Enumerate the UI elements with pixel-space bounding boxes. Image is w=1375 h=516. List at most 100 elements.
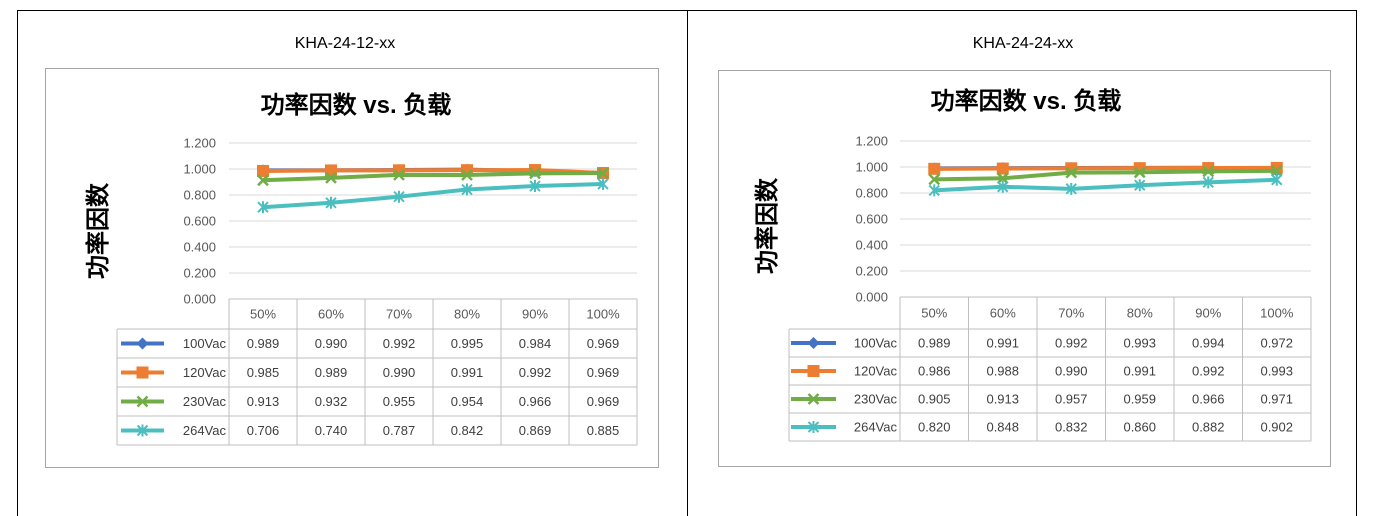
data-table-cell: 0.954 <box>451 394 484 409</box>
y-tick-label: 0.200 <box>855 264 888 279</box>
data-table-cell: 0.992 <box>1055 336 1088 351</box>
data-point-264vac-50pct <box>257 201 269 214</box>
data-table-cell: 0.842 <box>451 423 484 438</box>
legend-key-marker-100vac <box>807 337 820 349</box>
data-point-230vac-100pct <box>1270 164 1283 177</box>
y-tick-label: 1.200 <box>855 134 888 149</box>
series-line-264vac <box>934 177 1277 193</box>
data-table-cell: 0.992 <box>1192 364 1225 379</box>
data-table-cell: 0.994 <box>1192 336 1225 351</box>
data-point-230vac-80pct <box>1133 166 1146 179</box>
y-tick-label: 1.200 <box>183 136 216 151</box>
data-point-230vac-50pct <box>257 174 269 187</box>
data-point-264vac-70pct <box>1065 182 1077 195</box>
data-table-cell: 0.913 <box>986 392 1019 407</box>
data-point-264vac-60pct <box>997 180 1009 193</box>
legend-key-marker-264vac <box>807 421 820 433</box>
data-point-230vac-90pct <box>1202 165 1215 178</box>
data-table-cell: 0.989 <box>247 336 280 351</box>
data-table-cell: 0.992 <box>519 365 552 380</box>
x-tick-label: 90% <box>522 307 548 322</box>
data-point-120vac-50pct <box>257 164 269 177</box>
x-tick-label: 100% <box>586 307 620 322</box>
legend-label: 264Vac <box>183 423 227 438</box>
y-axis-label: 功率因数 <box>753 177 781 274</box>
y-tick-label: 0.000 <box>183 292 216 307</box>
series-line-264vac <box>262 181 604 210</box>
y-tick-label: 0.400 <box>183 240 216 255</box>
data-table-cell: 0.969 <box>587 365 620 380</box>
legend-key-marker-120vac <box>136 366 149 379</box>
legend-key-marker-264vac <box>136 424 149 437</box>
data-point-230vac-70pct <box>1065 166 1078 179</box>
data-table-cell: 0.957 <box>1055 392 1088 407</box>
legend-label: 230Vac <box>183 394 227 409</box>
data-table-cell: 0.986 <box>918 364 951 379</box>
x-tick-label: 50% <box>250 307 276 322</box>
data-table-cell: 0.860 <box>1123 420 1156 435</box>
data-table-cell: 0.882 <box>1192 420 1225 435</box>
data-point-230vac-60pct <box>325 171 337 184</box>
y-tick-label: 0.800 <box>855 186 888 201</box>
data-point-264vac-80pct <box>1134 179 1146 192</box>
data-point-264vac-70pct <box>393 190 405 203</box>
data-point-264vac-60pct <box>325 196 337 209</box>
y-tick-label: 0.400 <box>855 238 888 253</box>
panel-heading-left: KHA-24-12-xx <box>294 35 396 52</box>
data-table-cell: 0.995 <box>451 336 484 351</box>
data-point-230vac-90pct <box>529 167 541 180</box>
data-table-cell: 0.989 <box>315 365 348 380</box>
legend-key-marker-230vac <box>136 395 149 408</box>
data-point-230vac-80pct <box>461 169 473 181</box>
chart-box-right: 功率因数 vs. 负载 功率因数 0.000 0.200 0.400 0.600 0.800… <box>718 70 1331 467</box>
x-tick-label: 90% <box>1195 306 1221 321</box>
data-table-cell: 0.985 <box>247 365 280 380</box>
data-table-cell: 0.971 <box>1260 392 1293 407</box>
legend-label: 120Vac <box>854 364 898 379</box>
y-tick-label: 0.600 <box>183 214 216 229</box>
data-table-cell: 0.932 <box>315 394 348 409</box>
legend-label: 120Vac <box>183 365 227 380</box>
y-tick-label: 0.800 <box>183 188 216 203</box>
data-table-cell: 0.991 <box>986 336 1019 351</box>
data-table-cell: 0.990 <box>383 365 416 380</box>
data-table-cell: 0.913 <box>247 394 280 409</box>
data-table-cell: 0.959 <box>1123 392 1156 407</box>
data-table-cell: 0.902 <box>1260 420 1293 435</box>
x-tick-label: 70% <box>386 307 412 322</box>
data-table-cell: 0.993 <box>1260 364 1293 379</box>
legend-label: 100Vac <box>183 336 227 351</box>
y-axis-label: 功率因数 <box>84 182 112 279</box>
data-table-cell: 0.969 <box>587 394 620 409</box>
data-point-120vac-60pct <box>996 162 1009 175</box>
data-table-cell: 0.992 <box>383 336 416 351</box>
data-point-230vac-70pct <box>393 168 405 181</box>
data-table-cell: 0.740 <box>315 423 348 438</box>
data-point-264vac-90pct <box>529 180 541 193</box>
series-line-120vac <box>934 165 1277 171</box>
data-table-cell: 0.885 <box>587 423 620 438</box>
data-table-cell: 0.966 <box>1192 392 1225 407</box>
data-table-cell: 0.848 <box>986 420 1019 435</box>
y-tick-label: 0.600 <box>855 212 888 227</box>
x-tick-label: 60% <box>990 306 1016 321</box>
data-table-cell: 0.905 <box>918 392 951 407</box>
data-point-264vac-90pct <box>1202 176 1214 189</box>
column-divider <box>687 10 688 516</box>
data-table-cell: 0.966 <box>519 394 552 409</box>
y-tick-label: 0.000 <box>855 290 888 305</box>
x-tick-label: 50% <box>921 306 947 321</box>
data-table-cell: 0.972 <box>1260 336 1293 351</box>
data-table-cell: 0.706 <box>247 423 280 438</box>
data-table-cell: 0.820 <box>918 420 951 435</box>
x-tick-label: 80% <box>454 307 480 322</box>
legend-label: 100Vac <box>854 336 898 351</box>
legend-key-marker-120vac <box>807 365 820 377</box>
legend-label: 264Vac <box>854 420 898 435</box>
x-tick-label: 80% <box>1127 306 1153 321</box>
data-table-cell: 0.991 <box>451 365 484 380</box>
data-table-cell: 0.988 <box>986 364 1019 379</box>
data-point-264vac-100pct <box>597 177 609 190</box>
x-tick-label: 60% <box>318 307 344 322</box>
